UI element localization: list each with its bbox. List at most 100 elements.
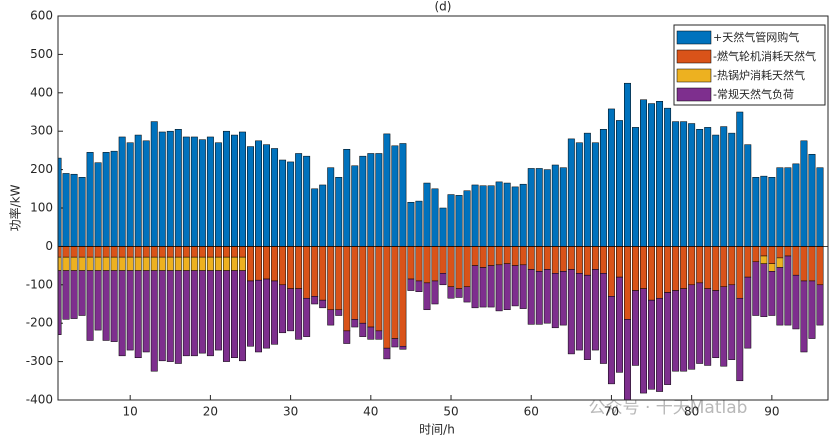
bar-segment [527,269,535,325]
bar-segment [222,130,230,247]
bar-segment [463,190,471,247]
bar-segment [624,246,631,320]
bar-segment [198,246,206,258]
bar-segment [206,246,214,258]
bar-segment [559,167,567,247]
bar-segment [351,246,359,320]
legend-label: -热锅炉消耗天然气 [713,68,805,82]
bar-segment [94,246,102,258]
bar-segment [134,134,142,247]
bar-segment [640,99,647,247]
axes-box [57,15,829,401]
bar-segment [583,132,591,247]
x-tick-label: 40 [363,405,378,419]
bar-segment [166,270,174,362]
bar-segment [142,246,150,258]
bar-segment [102,270,110,341]
bar-segment [174,256,182,271]
bar-segment [664,292,672,385]
y-tick-label: 600 [30,9,53,23]
bar-segment [311,188,319,247]
bar-segment [303,155,311,247]
legend-label: +天然气管网购气 [713,30,799,44]
bar-segment [736,246,744,299]
bar-segment [808,280,816,339]
bar-segment [455,195,463,247]
y-tick-label: -300 [26,354,53,368]
bar-segment [640,246,647,289]
bar-segment [239,256,246,271]
bar-segment [680,121,688,247]
bar-segment [231,246,238,258]
bar-segment [447,246,455,287]
bar-segment [375,246,383,332]
bar-segment [656,246,664,299]
bar-segment [559,246,567,272]
bar-segment [158,256,166,271]
bar-segment [503,263,511,311]
bar-segment [351,319,359,328]
x-tick-label: 90 [764,405,779,419]
bar-segment [166,130,174,247]
bar-segment [255,279,262,353]
bar-segment [704,246,712,289]
bar-segment [656,297,664,392]
bar-segment [760,263,768,317]
chart-title: (d) [435,0,452,14]
bar-segment [407,201,415,247]
bar-segment [648,246,655,301]
bar-segment [190,136,198,247]
bar-segment [591,269,599,351]
bar-segment [672,290,680,372]
bar-segment [247,246,254,282]
bar-segment [343,330,351,344]
bar-segment [768,263,776,272]
x-tick-label: 20 [203,405,218,419]
bar-segment [126,142,134,247]
bar-segment [744,246,752,278]
bar-segment [335,177,343,247]
y-tick-label: 300 [30,124,53,138]
bar-segment [335,309,343,316]
bar-segment [704,127,712,247]
bar-segment [198,270,206,354]
bar-segment [720,246,728,287]
bar-segment [295,246,303,289]
bar-segment [792,163,800,247]
bar-segment [607,108,615,247]
bar-segment [182,256,190,271]
bar-segment [142,140,150,247]
bar-segment [784,255,792,326]
bar-segment [110,256,118,271]
x-tick-label: 10 [123,405,138,419]
bar-segment [391,246,399,339]
bar-segment [118,270,126,357]
bar-segment [784,167,792,247]
bar-segment [126,246,134,258]
bar-segment [543,246,551,270]
bar-segment [158,270,166,362]
bar-segment [487,246,495,266]
bar-segment [744,276,752,349]
bar-segment [231,256,238,271]
bar-segment [415,246,423,282]
bar-segment [102,256,110,271]
bar-segment [182,246,190,258]
bar-segment [752,261,760,316]
bar-segment [607,246,615,297]
bar-segment [455,288,463,298]
bar-segment [78,256,86,271]
x-tick-label: 70 [604,405,619,419]
bar-segment [327,167,335,247]
bar-segment [110,246,118,258]
bar-segment [198,256,206,271]
bar-segment [696,246,704,284]
bar-segment [519,264,527,309]
bar-segment [182,270,190,357]
bar-segment [182,136,190,247]
bar-segment [728,246,736,286]
bar-segment [311,246,319,297]
legend-label: -燃气轮机消耗天然气 [713,49,816,63]
bar-segment [720,126,728,247]
bar-segment [728,284,736,360]
